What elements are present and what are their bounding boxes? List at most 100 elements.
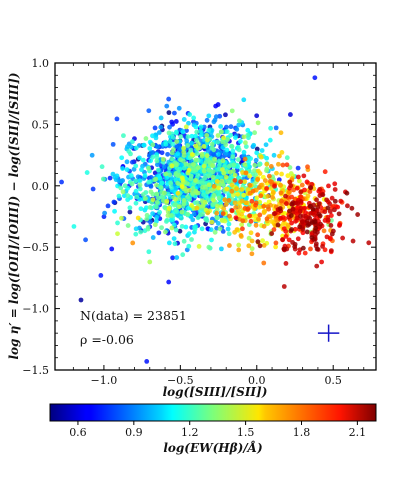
y-tick-label: −1.0 <box>22 303 49 316</box>
x-tick-label: 0.0 <box>248 374 266 387</box>
data-point <box>200 184 205 190</box>
data-point <box>173 227 179 233</box>
data-point <box>167 172 173 178</box>
data-point <box>174 139 180 144</box>
data-point <box>133 200 139 206</box>
data-point <box>258 154 264 160</box>
data-point <box>336 211 342 217</box>
data-point <box>216 195 222 201</box>
data-point <box>243 170 249 176</box>
data-point <box>101 214 107 220</box>
data-point <box>242 156 248 162</box>
data-point <box>122 183 128 189</box>
data-point <box>169 156 175 162</box>
annotation-rho: ρ =-0.06 <box>80 332 134 347</box>
y-tick-label: 1.0 <box>32 57 50 70</box>
data-point <box>225 226 231 232</box>
data-point <box>288 112 293 117</box>
data-point <box>325 205 331 211</box>
data-point <box>245 127 251 133</box>
data-point <box>168 184 174 190</box>
data-point <box>261 243 267 248</box>
data-point <box>178 157 184 163</box>
data-point <box>193 188 199 194</box>
data-point <box>226 164 232 169</box>
data-point <box>264 185 270 191</box>
data-point <box>84 170 90 175</box>
data-point <box>249 246 255 252</box>
data-point <box>229 182 235 188</box>
data-point <box>257 199 263 205</box>
data-point <box>205 210 211 216</box>
data-point <box>159 225 164 231</box>
data-point <box>140 157 146 163</box>
data-point <box>154 158 160 164</box>
data-point <box>71 224 77 229</box>
data-point <box>332 207 337 213</box>
data-point <box>304 179 310 185</box>
data-point <box>210 169 216 175</box>
data-point <box>227 243 232 248</box>
data-point <box>201 168 207 174</box>
data-point <box>239 187 245 192</box>
data-point <box>204 117 210 123</box>
data-point <box>172 110 177 116</box>
data-point <box>309 220 315 225</box>
data-point <box>146 179 152 185</box>
data-point <box>220 167 225 172</box>
data-point <box>148 183 154 189</box>
data-point <box>171 236 177 242</box>
data-point <box>206 182 212 188</box>
data-point <box>247 213 253 219</box>
data-point <box>150 197 156 203</box>
data-point <box>238 139 243 144</box>
data-point <box>156 230 162 236</box>
data-point <box>233 205 239 210</box>
data-point <box>267 178 273 184</box>
data-point <box>221 206 227 212</box>
data-point <box>169 175 175 181</box>
data-point <box>297 208 303 214</box>
data-point <box>147 205 153 210</box>
data-point <box>283 234 289 239</box>
data-point <box>322 247 328 253</box>
x-tick-label: −1.0 <box>91 374 118 387</box>
data-point <box>135 174 141 180</box>
data-point <box>178 134 184 139</box>
data-point <box>189 152 195 157</box>
data-point <box>295 174 301 180</box>
data-point <box>248 218 254 224</box>
x-axis-ticks: −1.0 −0.5 0.0 0.5 <box>72 63 365 387</box>
data-point <box>261 223 267 229</box>
data-point <box>246 235 252 241</box>
data-point <box>327 201 333 207</box>
data-point <box>281 221 286 226</box>
data-point <box>298 194 303 200</box>
data-point <box>250 188 256 194</box>
data-point <box>228 132 234 138</box>
data-point <box>325 217 331 223</box>
data-point <box>236 242 242 248</box>
data-point <box>220 158 226 164</box>
data-point <box>158 185 164 191</box>
data-point <box>209 219 215 225</box>
data-point <box>237 118 242 124</box>
data-point <box>193 157 199 163</box>
data-point <box>89 152 95 158</box>
data-point <box>324 234 330 240</box>
data-point <box>274 170 279 176</box>
data-point <box>291 187 296 193</box>
data-point <box>278 190 284 196</box>
data-point <box>125 193 131 199</box>
data-point <box>111 199 117 205</box>
data-point <box>137 155 142 161</box>
data-point <box>271 211 277 217</box>
data-point <box>273 125 279 131</box>
data-point <box>206 113 212 119</box>
data-point <box>313 241 319 247</box>
data-point <box>154 199 160 205</box>
colorbar-ticks: 0.6 0.9 1.2 1.5 1.8 2.1 <box>69 421 366 439</box>
data-point <box>257 212 263 218</box>
data-point <box>211 119 217 125</box>
data-point <box>279 149 285 155</box>
